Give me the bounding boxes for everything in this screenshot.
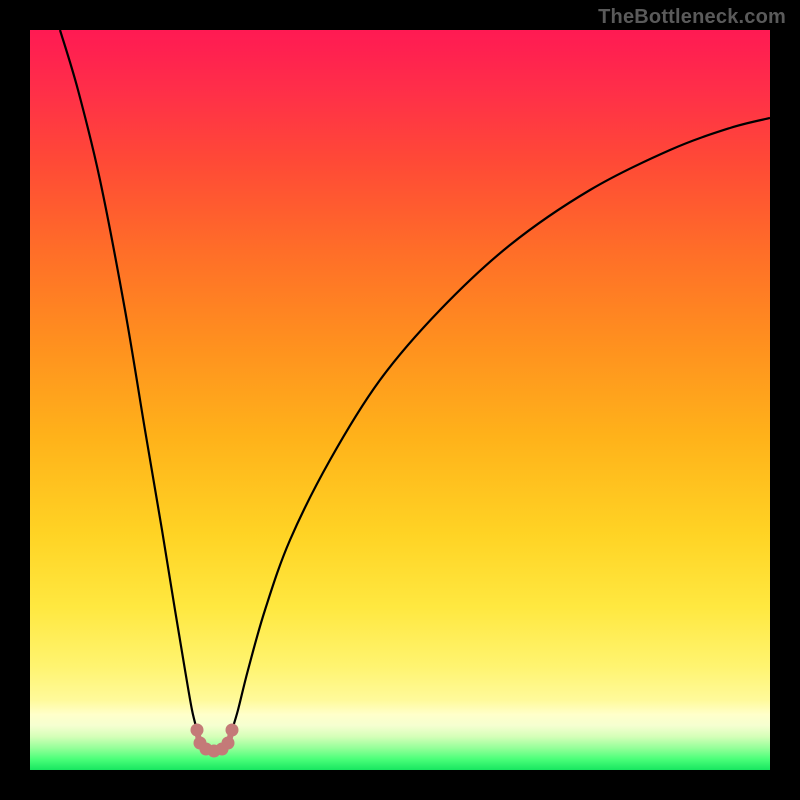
trough-marker-dot (191, 724, 204, 737)
curve-left-branch (60, 30, 197, 730)
plot-area (30, 30, 770, 770)
chart-root: TheBottleneck.com (0, 0, 800, 800)
bottleneck-curve (30, 30, 770, 770)
trough-marker-dot (226, 724, 239, 737)
trough-markers (191, 724, 239, 758)
curve-right-branch (232, 118, 770, 730)
watermark-label: TheBottleneck.com (598, 6, 786, 29)
trough-marker-dot (222, 737, 235, 750)
